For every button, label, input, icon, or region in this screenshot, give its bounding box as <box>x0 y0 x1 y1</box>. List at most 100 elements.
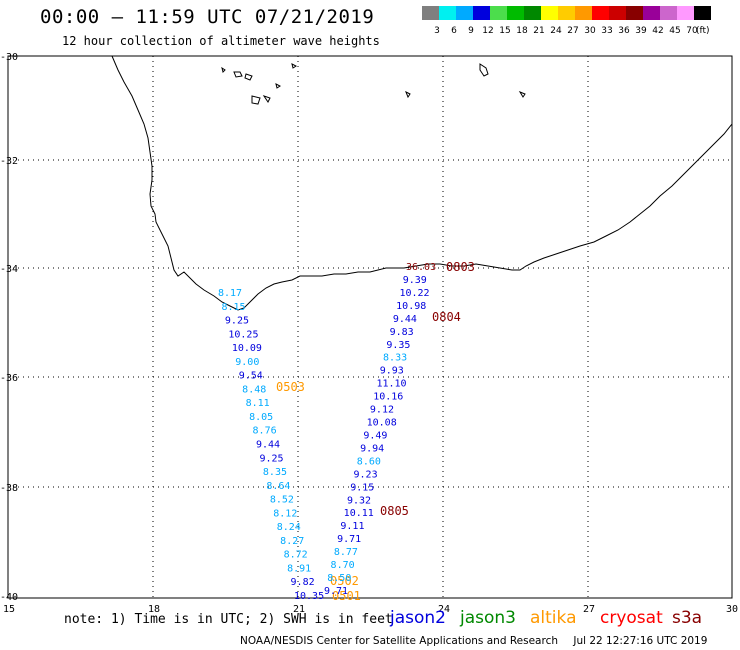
colorbar-label: 12 <box>482 26 493 36</box>
track-id-labels: 0803 0804 0805 0503 0502 0501 <box>276 260 475 603</box>
colorbar-label: 45 <box>669 26 680 36</box>
wave-height-value: 9.49 <box>363 430 387 441</box>
wave-height-value: 8.72 <box>284 550 308 561</box>
color-swatch <box>575 6 592 20</box>
wave-height-value: 9.39 <box>403 275 427 286</box>
y-tick-label: -38 <box>0 483 18 494</box>
wave-height-value: 8.76 <box>253 426 277 437</box>
wave-height-value: 8.15 <box>221 302 245 313</box>
wave-height-value: 9.25 <box>225 316 249 327</box>
color-swatch <box>643 6 660 20</box>
track-label: 0805 <box>380 504 409 518</box>
x-tick-label: 30 <box>726 604 738 615</box>
wave-height-value: 11.10 <box>376 379 406 390</box>
wave-height-value: 8.33 <box>383 353 407 364</box>
wave-height-value: 9.12 <box>370 405 394 416</box>
timestamp: Jul 22 12:27:16 UTC 2019 <box>573 635 708 647</box>
x-tick-label: 21 <box>293 604 305 615</box>
colorbar-label: 27 <box>567 26 578 36</box>
colorbar-label: 42 <box>652 26 663 36</box>
wave-height-value: 9.83 <box>390 327 414 338</box>
legend-s3a: s3a <box>672 608 703 628</box>
map-frame <box>7 55 733 599</box>
color-swatch <box>592 6 609 20</box>
track-label: 0803 <box>446 260 475 274</box>
color-swatch <box>558 6 575 20</box>
wave-height-value: 8.52 <box>270 495 294 506</box>
y-tick-label: -40 <box>0 592 18 603</box>
wave-height-value: 8.17 <box>218 288 242 299</box>
x-axis-labels: 15 18 21 24 27 30 <box>3 604 738 615</box>
wave-height-value: 9.25 <box>259 453 283 464</box>
wave-height-value: 8.24 <box>277 522 301 533</box>
colorbar-label: 18 <box>516 26 528 36</box>
color-swatch <box>660 6 677 20</box>
wave-height-value: 8.11 <box>246 398 270 409</box>
wave-height-value: 9.11 <box>340 521 364 532</box>
wave-height-value: 10.16 <box>373 392 403 403</box>
wave-height-value: 8.12 <box>273 508 297 519</box>
wave-height-value: 10.11 <box>344 508 374 519</box>
wave-height-value: 9.15 <box>350 482 374 493</box>
wave-height-value: 9.94 <box>360 443 384 454</box>
track-label: 0502 <box>330 574 359 588</box>
wave-height-value: 8.35 <box>263 467 287 478</box>
color-swatch <box>439 6 456 20</box>
color-swatch <box>694 6 711 20</box>
wave-height-value: 9.44 <box>393 314 417 325</box>
colorbar-label: 21 <box>533 26 544 36</box>
wave-height-value: 9.35 <box>386 340 410 351</box>
y-tick-label: -34 <box>0 264 18 275</box>
east-track-values: 36.03 9.39 10.22 10.98 9.44 9.83 9.35 8.33 9.93 1… <box>324 262 436 597</box>
wave-height-value: 10.08 <box>367 418 397 429</box>
colorbar-label: 6 <box>451 26 457 36</box>
track-label: 0501 <box>332 589 361 603</box>
wave-height-value: 8.05 <box>249 412 273 423</box>
color-swatch <box>541 6 558 20</box>
legend-jason2: jason2 <box>390 608 446 628</box>
color-swatch <box>422 6 439 20</box>
wave-height-value: 10.98 <box>396 301 426 312</box>
wave-height-value: 8.48 <box>242 384 266 395</box>
colorbar-label: 9 <box>468 26 474 36</box>
wave-height-value: 9.54 <box>239 371 263 382</box>
wave-height-value: 9.71 <box>337 534 361 545</box>
west-track-values: 8.17 8.15 9.25 10.25 10.09 9.00 9.54 8.48 8.11 8.… <box>218 288 324 602</box>
wave-height-value: 10.25 <box>228 329 258 340</box>
wave-height-value: 9.93 <box>380 366 404 377</box>
wave-height-value: 8.91 <box>287 563 311 574</box>
track-label: 0804 <box>432 310 461 324</box>
map-title: 00:00 – 11:59 UTC 07/21/2019 <box>40 6 375 28</box>
islands <box>221 63 526 105</box>
color-swatch <box>609 6 626 20</box>
color-swatch <box>490 6 507 20</box>
wave-height-value: 36.03 <box>406 262 436 273</box>
wave-height-value: 8.50 <box>327 573 351 584</box>
y-axis-labels: -30 -32 -34 -36 -38 -40 <box>0 52 18 603</box>
wave-height-value: 9.44 <box>256 440 280 451</box>
y-tick-label: -32 <box>0 156 18 167</box>
color-scale-legend: 3 6 9 12 15 18 21 24 27 30 33 36 39 42 45 70(ft) <box>422 6 711 36</box>
wave-height-value: 8.77 <box>334 547 358 558</box>
color-swatch <box>473 6 490 20</box>
map-subtitle: 12 hour collection of altimeter wave hei… <box>62 34 380 48</box>
footnote: note: 1) Time is in UTC; 2) SWH is in fe… <box>64 612 393 627</box>
credit-text: NOAA/NESDIS Center for Satellite Applica… <box>240 635 558 647</box>
color-swatch <box>626 6 643 20</box>
color-swatch <box>456 6 473 20</box>
color-swatch <box>524 6 541 20</box>
color-swatch <box>507 6 524 20</box>
colorbar-label: 30 <box>584 26 596 36</box>
wave-height-value: 9.71 <box>324 586 348 597</box>
colorbar-label: 70 <box>686 26 698 36</box>
legend-altika: altika <box>530 608 577 628</box>
wave-height-value: 8.70 <box>331 560 355 571</box>
wave-height-value: 9.82 <box>291 577 315 588</box>
wave-height-value: 8.27 <box>280 536 304 547</box>
wave-height-value: 9.00 <box>235 357 259 368</box>
colorbar-label: 15 <box>499 26 510 36</box>
legend-cryosat: cryosat <box>600 608 663 628</box>
wave-height-value: 8.60 <box>357 456 381 467</box>
color-swatch <box>677 6 694 20</box>
